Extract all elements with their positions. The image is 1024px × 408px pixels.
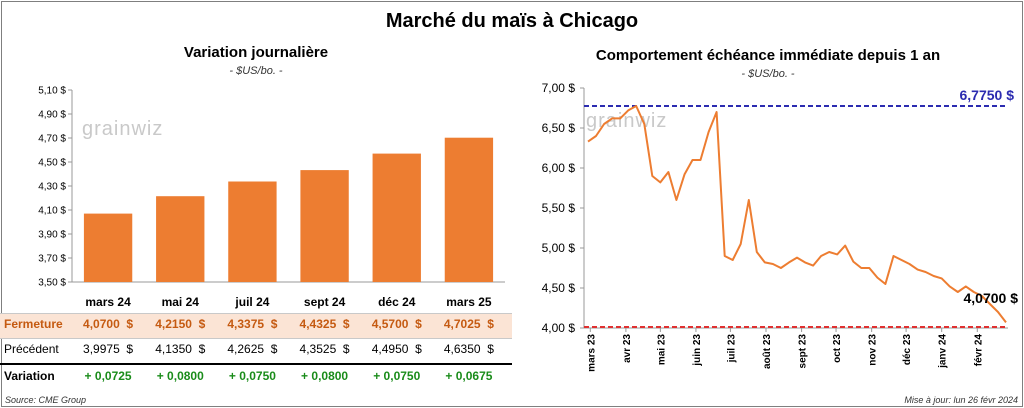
right-x-tick-label: mai 23 — [656, 334, 667, 366]
left-y-tick-label: 4,90 $ — [38, 110, 66, 121]
right-x-tick-label: sept 23 — [798, 334, 809, 369]
right-y-tick-label: 7,00 $ — [542, 81, 576, 95]
left-y-tick-label: 5,10 $ — [38, 86, 66, 97]
cell-variation: + 0,0750 — [228, 369, 276, 383]
left-x-tick-label: mars 24 — [85, 295, 131, 309]
right-y-tick-label: 5,00 $ — [542, 241, 576, 255]
right-chart-title: Comportement échéance immédiate depuis 1… — [595, 47, 941, 64]
cell-precedent: 4,1350 $ — [155, 342, 206, 356]
bar-juil-24 — [228, 181, 277, 282]
row-label-variation: Variation — [4, 369, 55, 383]
right-x-tick-label: août 23 — [762, 334, 773, 369]
cell-variation: + 0,0750 — [373, 369, 421, 383]
bar-mars-25 — [444, 137, 494, 282]
bar-mai-24 — [156, 196, 205, 282]
bar-déc-24 — [372, 153, 421, 282]
cell-fermeture: 4,4325 $ — [299, 317, 350, 331]
right-x-tick-label: juil 23 — [726, 334, 737, 364]
right-y-tick-label: 6,00 $ — [542, 161, 576, 175]
left-watermark: grainwiz — [82, 118, 164, 140]
left-x-tick-label: sept 24 — [304, 295, 346, 309]
right-x-tick-label: avr 23 — [622, 334, 633, 363]
left-x-tick-label: mai 24 — [162, 295, 200, 309]
cell-fermeture: 4,7025 $ — [443, 317, 494, 331]
cell-fermeture: 4,2150 $ — [155, 317, 206, 331]
bar-sept-24 — [300, 170, 349, 282]
left-x-tick-label: mars 25 — [446, 295, 492, 309]
left-y-tick-label: 4,50 $ — [38, 158, 66, 169]
cell-precedent: 4,2625 $ — [227, 342, 278, 356]
right-x-tick-label: mars 23 — [586, 334, 597, 372]
price-series-line — [587, 105, 1007, 324]
fermeture-row-bg — [0, 313, 512, 339]
right-y-tick-label: 4,50 $ — [542, 281, 576, 295]
left-x-tick-label: juil 24 — [234, 295, 269, 309]
cell-precedent: 4,6350 $ — [443, 342, 494, 356]
cell-precedent: 3,9975 $ — [83, 342, 134, 356]
cell-variation: + 0,0800 — [156, 369, 204, 383]
left-chart-title: Variation journalière — [183, 44, 329, 61]
right-chart-unit: - $US/bo. - — [741, 68, 795, 80]
cell-fermeture: 4,0700 $ — [83, 317, 134, 331]
quote-table: Fermeture 4,0700 $ 4,2150 $ 4,3375 $ 4,4325 … — [4, 317, 494, 383]
right-x-tick-label: déc 23 — [902, 334, 913, 366]
left-y-tick-label: 3,70 $ — [38, 254, 66, 265]
right-x-tick-label: févr 24 — [973, 334, 984, 367]
cell-precedent: 4,3525 $ — [299, 342, 350, 356]
bar-mars-24 — [83, 213, 133, 282]
right-y-tick-label: 4,00 $ — [542, 321, 576, 335]
cell-variation: + 0,0675 — [445, 369, 493, 383]
right-watermark: grainwiz — [586, 110, 668, 132]
left-bar-chart: 3,50 $ 3,70 $ 3,90 $ 4,10 $ 4,30 $ 4,50 $ 4,70… — [38, 86, 505, 309]
cell-fermeture: 4,5700 $ — [371, 317, 422, 331]
cell-variation: + 0,0725 — [84, 369, 132, 383]
cell-variation: + 0,0800 — [301, 369, 349, 383]
right-x-tick-label: janv 24 — [938, 334, 949, 369]
right-x-tick-label: nov 23 — [868, 334, 879, 366]
left-x-tick-label: déc 24 — [378, 295, 416, 309]
source-note: Source: CME Group — [5, 395, 87, 405]
left-y-tick-label: 3,90 $ — [38, 230, 66, 241]
row-label-fermeture: Fermeture — [4, 317, 63, 331]
left-chart-unit: - $US/bo. - — [229, 65, 283, 77]
cell-precedent: 4,4950 $ — [371, 342, 422, 356]
right-y-tick-label: 5,50 $ — [542, 201, 576, 215]
left-y-tick-label: 4,10 $ — [38, 206, 66, 217]
right-x-tick-label: oct 23 — [832, 334, 843, 363]
left-y-tick-label: 3,50 $ — [38, 278, 66, 289]
variation-row-divider — [0, 363, 512, 365]
high-value-label: 6,7750 $ — [960, 87, 1015, 103]
update-note: Mise à jour: lun 26 févr 2024 — [904, 395, 1018, 405]
right-x-tick-label: juin 23 — [692, 334, 703, 367]
last-value-label: 4,0700 $ — [964, 290, 1019, 306]
left-y-tick-label: 4,30 $ — [38, 182, 66, 193]
page-title: Marché du maïs à Chicago — [385, 10, 639, 32]
left-y-tick-label: 4,70 $ — [38, 134, 66, 145]
right-y-tick-label: 6,50 $ — [542, 121, 576, 135]
cell-fermeture: 4,3375 $ — [227, 317, 278, 331]
row-label-precedent: Précédent — [4, 342, 59, 356]
